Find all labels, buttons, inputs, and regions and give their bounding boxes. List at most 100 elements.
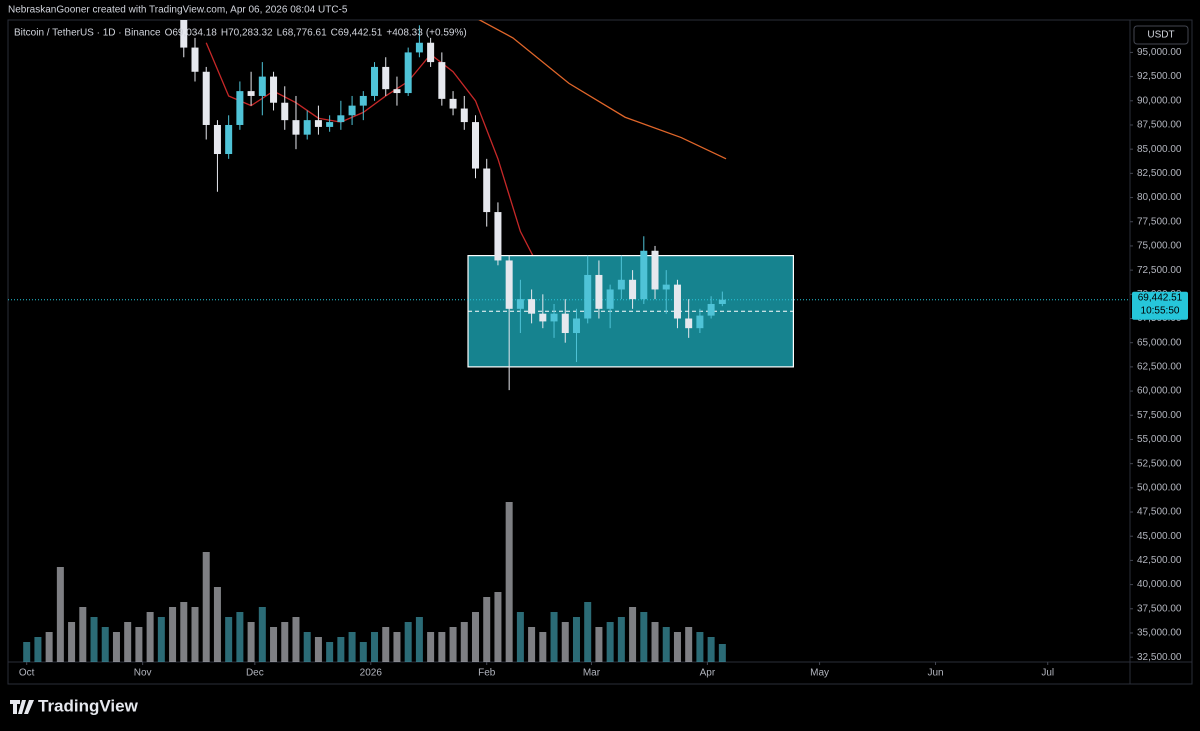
- candle-body: [337, 115, 345, 123]
- currency-label[interactable]: USDT: [1147, 30, 1174, 41]
- volume-bar: [236, 612, 244, 662]
- volume-bar: [202, 552, 210, 662]
- candle-body: [539, 313, 547, 322]
- y-tick-label: 65,000.00: [1137, 337, 1182, 348]
- volume-bar: [595, 627, 603, 662]
- volume-bar: [572, 617, 580, 662]
- volume-bar: [79, 607, 87, 662]
- y-tick-label: 55,000.00: [1137, 434, 1182, 445]
- candle-body: [191, 47, 199, 72]
- y-tick-label: 60,000.00: [1137, 386, 1182, 397]
- volume-bar: [696, 632, 704, 662]
- volume-bar: [460, 622, 468, 662]
- candle-body: [472, 122, 479, 169]
- volume-bar: [707, 637, 715, 662]
- volume-bar: [135, 627, 143, 662]
- y-tick-label: 42,500.00: [1137, 555, 1182, 566]
- volume-bar: [270, 627, 278, 662]
- y-tick-label: 80,000.00: [1137, 192, 1182, 203]
- y-tick-label: 45,000.00: [1137, 531, 1182, 542]
- candle-body: [415, 42, 423, 53]
- volume-bar: [169, 607, 177, 662]
- volume-bar: [225, 617, 233, 662]
- volume-bar: [472, 612, 479, 662]
- candle-body: [247, 91, 255, 96]
- y-tick-label: 40,000.00: [1137, 579, 1182, 590]
- legend-text: 70,283.32: [228, 28, 273, 39]
- volume-bar: [685, 627, 693, 662]
- volume-bar: [23, 642, 31, 662]
- x-tick-label: Nov: [134, 668, 152, 679]
- volume-bar: [673, 632, 681, 662]
- volume-bar: [539, 632, 547, 662]
- volume-bar: [359, 642, 367, 662]
- y-tick-label: 32,500.00: [1137, 652, 1182, 663]
- axes: 32,500.00 35,000.00 37,500.00 40,000.00 42,5…: [19, 47, 1188, 679]
- symbol-legend: Bitcoin / TetherUS · 1D · Binance O 69,034…: [14, 28, 467, 39]
- candle-body: [326, 122, 334, 127]
- candle-body: [393, 89, 401, 94]
- candle-body: [505, 260, 513, 309]
- volume-bar: [415, 617, 423, 662]
- volume-bar: [314, 637, 322, 662]
- currency-button[interactable]: [1133, 25, 1189, 45]
- volume-bar: [662, 627, 670, 662]
- volume-bar: [516, 612, 524, 662]
- candle-body: [516, 299, 524, 309]
- candle-body: [606, 289, 614, 309]
- volume-bar: [326, 642, 334, 662]
- candle-body: [494, 212, 502, 261]
- legend-text: +408.33: [386, 28, 423, 39]
- volume-bar: [348, 632, 356, 662]
- candle-body: [202, 71, 210, 125]
- y-tick-label: 77,500.00: [1137, 216, 1182, 227]
- candle-body: [617, 279, 625, 290]
- candle-body: [640, 250, 648, 300]
- y-tick-label: 87,500.00: [1137, 120, 1182, 131]
- candle-body: [685, 318, 693, 329]
- volume-bar: [382, 627, 390, 662]
- volume-bar: [617, 617, 625, 662]
- x-tick-label: May: [810, 668, 829, 679]
- volume-bar: [68, 622, 76, 662]
- volume-bar: [303, 632, 311, 662]
- volume-bar: [146, 612, 154, 662]
- y-tick-label: 95,000.00: [1137, 47, 1182, 58]
- x-tick-label: 2026: [360, 668, 383, 679]
- y-tick-label: 85,000.00: [1137, 144, 1182, 155]
- candle-body: [348, 105, 356, 116]
- countdown-label: 10:55:50: [1141, 305, 1180, 316]
- volume-bar: [281, 622, 289, 662]
- volume-bar: [640, 612, 648, 662]
- volume-bar: [483, 597, 491, 662]
- x-tick-label: Dec: [246, 668, 264, 679]
- candle-body: [404, 52, 412, 94]
- volume-bar: [584, 602, 592, 662]
- x-tick-label: Jun: [927, 668, 943, 679]
- volume-bar: [101, 627, 109, 662]
- volume-bar: [247, 622, 255, 662]
- volume-bar: [718, 644, 726, 662]
- candle-body: [270, 76, 278, 103]
- moving-average: [478, 20, 727, 160]
- volume-bar: [550, 612, 558, 662]
- volume-bar: [124, 622, 132, 662]
- legend-text: Bitcoin / TetherUS · 1D · Binance: [14, 28, 161, 39]
- x-tick-label: Jul: [1041, 668, 1054, 679]
- candle-body: [449, 98, 457, 109]
- x-tick-label: Oct: [19, 668, 35, 679]
- y-tick-label: 50,000.00: [1137, 482, 1182, 493]
- candle-body: [303, 120, 311, 135]
- candle-body: [438, 62, 446, 99]
- volume-bar: [180, 602, 188, 662]
- brand: TradingView: [38, 696, 139, 715]
- x-tick-label: Mar: [583, 668, 601, 679]
- price-tag-label: 69,442.51: [1138, 292, 1183, 303]
- candle-body: [584, 274, 592, 319]
- legend-text: H: [221, 28, 228, 39]
- price-tag: [1132, 291, 1188, 320]
- candle-body: [359, 95, 367, 106]
- candle-body: [707, 303, 715, 316]
